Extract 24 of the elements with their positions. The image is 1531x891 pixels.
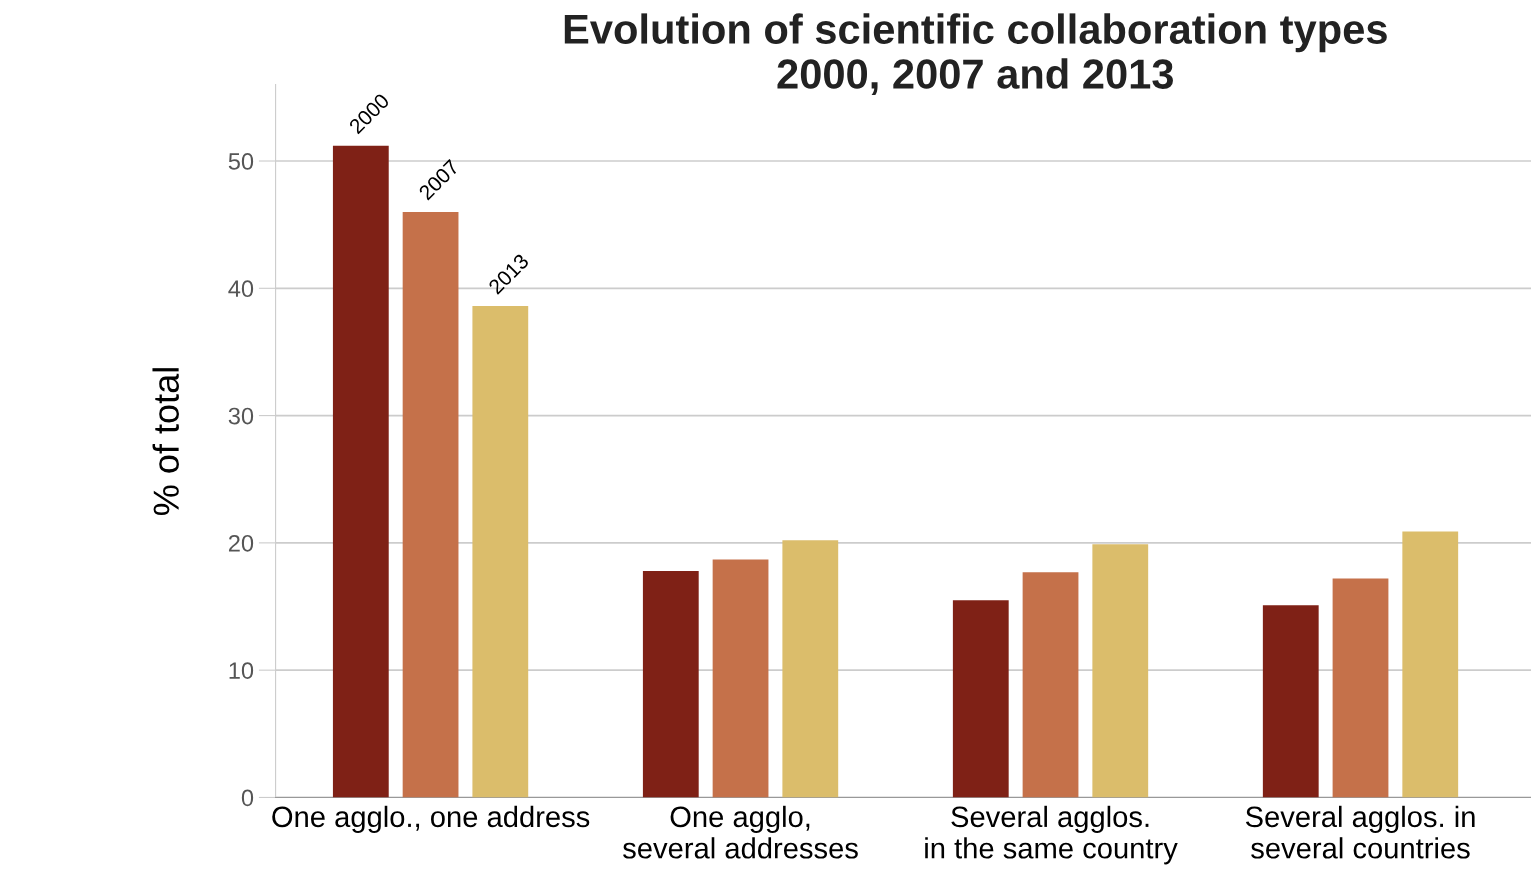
bar [1022,572,1079,798]
y-tick-label: 10 [229,662,254,679]
x-tick-label: One agglo, several addresses [623,805,858,859]
bar [642,570,699,798]
x-tick-label: Several agglos. in the same country [925,805,1178,865]
y-tick-label: 50 [228,153,254,170]
y-tick-label: 20 [228,534,254,552]
bar [782,540,839,798]
y-tick-label: 40 [228,280,254,298]
bar [402,211,459,798]
bar [332,145,389,798]
y-tick-label: 30 [228,407,254,425]
y-tick-label: 0 [241,789,254,807]
bar [952,600,1009,798]
y-axis-title: % of total [152,368,179,516]
bar [1092,544,1149,798]
bar [1402,531,1459,798]
bar [712,559,769,798]
bar [472,306,529,798]
chart-title: Evolution of scientific collaboration types 2000, 2007 and 2013 [564,13,1387,95]
bar [1262,605,1319,798]
x-tick-label: Several agglos. in several countries [1245,805,1475,859]
x-tick-label: One agglo., one address [272,805,590,833]
bar [1332,578,1389,798]
